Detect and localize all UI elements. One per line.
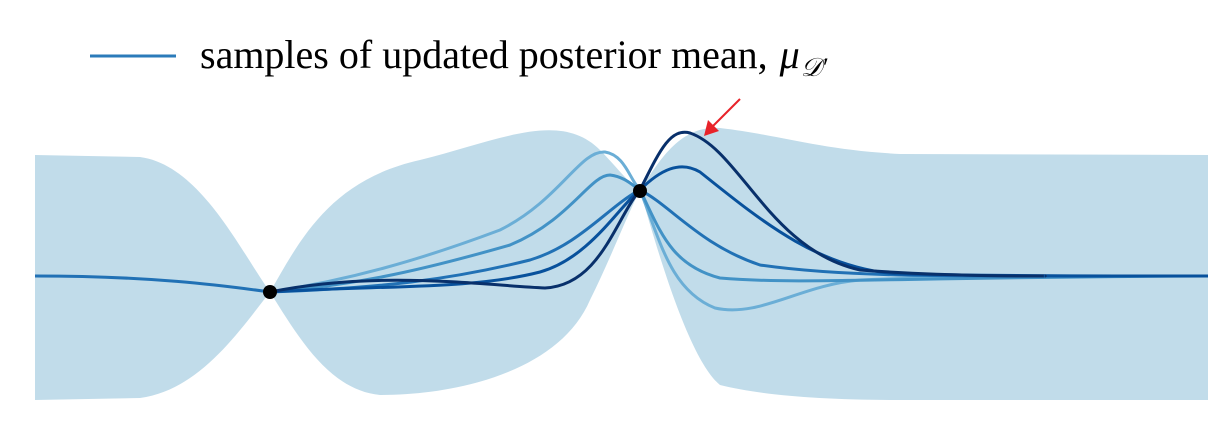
confidence-band xyxy=(35,127,1208,400)
observation xyxy=(263,285,277,299)
legend-symbol: μ xyxy=(779,32,800,77)
legend-subscript: 𝒟′ xyxy=(801,53,828,82)
legend-label: samples of updated posterior mean, xyxy=(200,32,768,77)
observation xyxy=(633,184,647,198)
posterior-mean xyxy=(34,274,271,294)
arrow-head xyxy=(704,120,719,136)
arrow xyxy=(711,98,741,128)
sample-curve xyxy=(269,130,1047,294)
